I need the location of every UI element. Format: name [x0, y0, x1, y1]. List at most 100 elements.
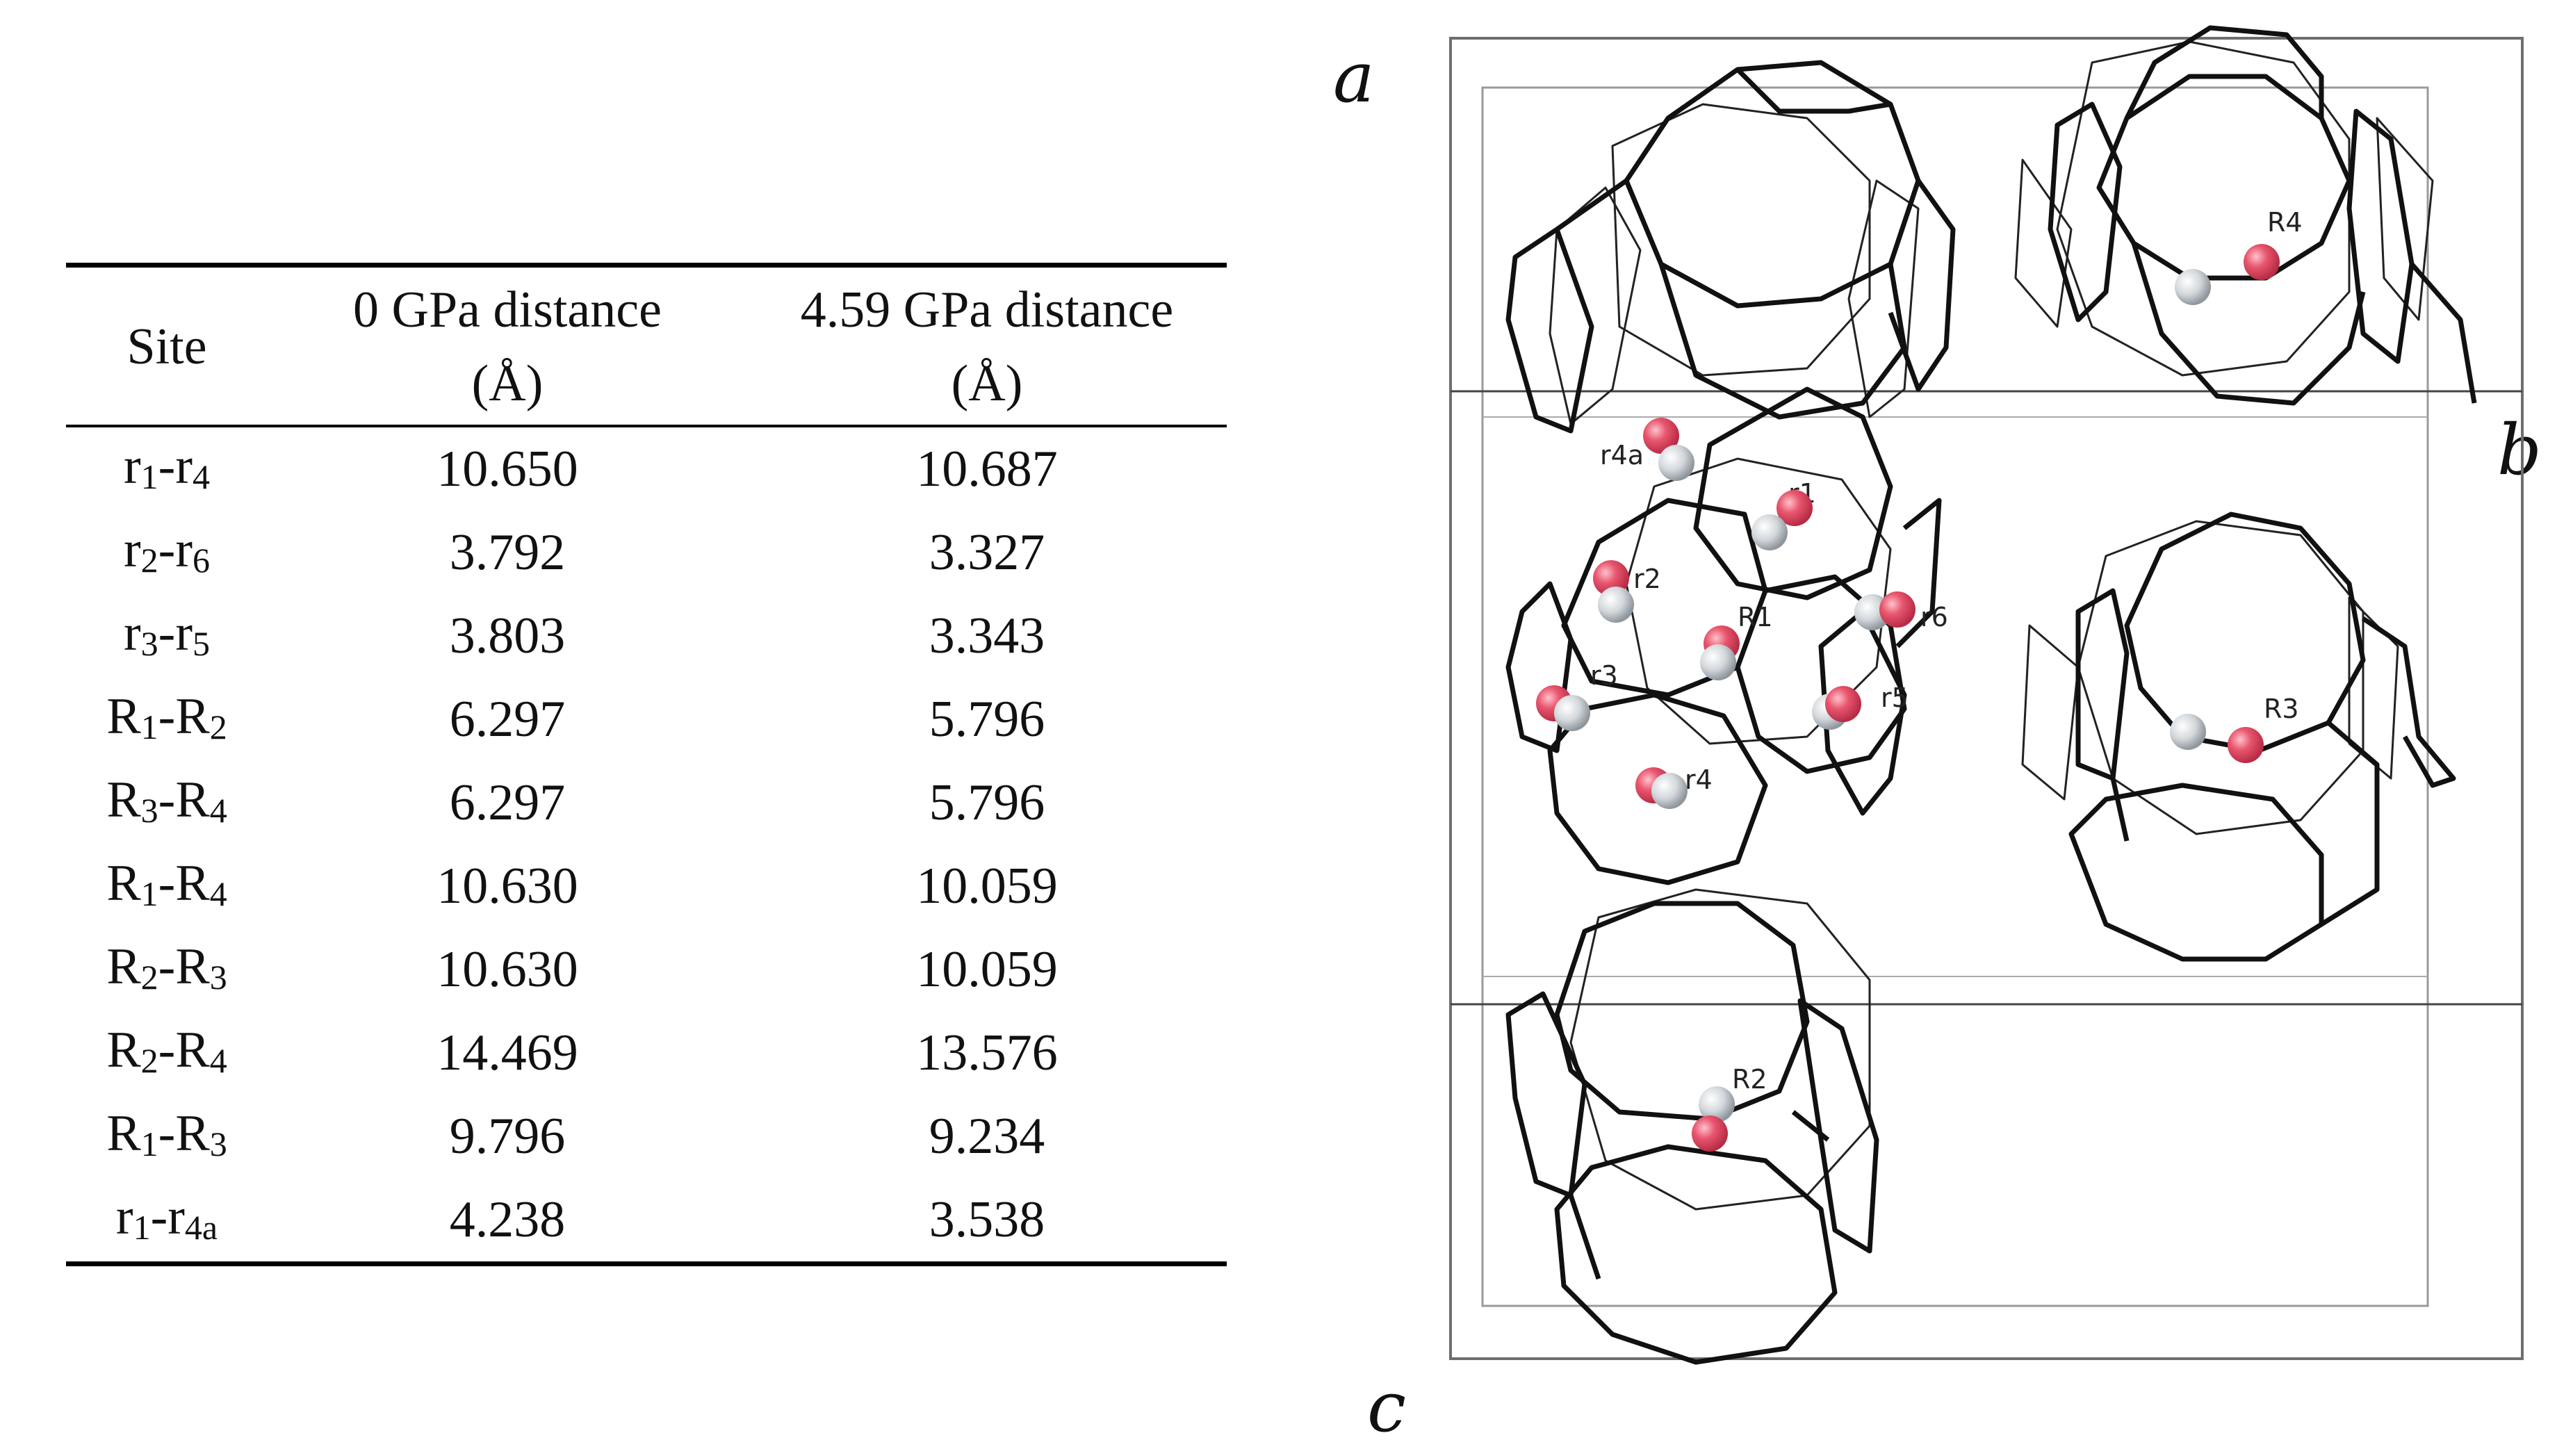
cell-site: R1-R4 [66, 844, 268, 928]
site-b-sub: 4a [184, 1208, 218, 1247]
molecule-R1 [1700, 625, 1740, 680]
cell-site: R2-R4 [66, 1011, 268, 1095]
site-b-sub: 6 [192, 541, 210, 580]
cell-459gpa: 9.234 [929, 1107, 1045, 1165]
site-b-sub: 3 [209, 958, 227, 997]
site-sep: - [158, 938, 176, 995]
site-a-sub: 1 [140, 707, 158, 746]
header-459gpa: 4.59 GPa distance (Å) [747, 265, 1227, 427]
site-sep: - [158, 605, 176, 662]
cell-459gpa: 3.343 [929, 607, 1045, 664]
label-R3: R3 [2264, 694, 2299, 724]
table-row: R2-R3 10.630 10.059 [66, 928, 1227, 1011]
site-a-sub: 2 [140, 1041, 158, 1080]
table-row: R3-R4 6.297 5.796 [66, 761, 1227, 844]
site-a: r [115, 1188, 133, 1245]
label-r4: r4 [1685, 764, 1713, 795]
site-labels: R4 r4a r1 r2 R1 r6 r3 r5 R3 r4 R2 [1590, 207, 2303, 1095]
site-b: R [175, 688, 210, 745]
header-459gpa-line2: (Å) [951, 355, 1023, 412]
cell-459gpa: 13.576 [916, 1024, 1058, 1081]
site-a: R [106, 688, 141, 745]
unit-cell-frame [1449, 37, 2524, 1360]
cell-site: R2-R3 [66, 928, 268, 1011]
site-a: r [124, 521, 141, 578]
site-b-sub: 4 [192, 457, 210, 496]
molecule-r3 [1536, 685, 1590, 731]
cell-459gpa: 5.796 [929, 690, 1045, 748]
label-r6: r6 [1920, 602, 1948, 632]
axis-label-c: c [1367, 1366, 1407, 1448]
site-b: R [175, 1105, 210, 1162]
site-a-sub: 1 [133, 1208, 151, 1247]
cell-0gpa: 6.297 [449, 690, 566, 748]
site-a: R [106, 855, 141, 912]
label-r3: r3 [1590, 660, 1618, 691]
site-a-sub: 3 [140, 791, 158, 830]
table-row: R1-R2 6.297 5.796 [66, 678, 1227, 761]
molecule-r5 [1812, 686, 1861, 730]
site-b: R [175, 855, 210, 912]
site-a: r [124, 605, 141, 662]
site-sep: - [158, 1105, 176, 1162]
site-a: R [106, 1022, 141, 1079]
label-R1: R1 [1738, 602, 1773, 632]
site-b-sub: 3 [209, 1124, 227, 1163]
site-b: r [168, 1188, 185, 1245]
cell-site: R3-R4 [66, 761, 268, 844]
site-a-sub: 1 [140, 874, 158, 913]
site-sep: - [150, 1188, 168, 1245]
cell-0gpa: 14.469 [436, 1024, 578, 1081]
label-R4: R4 [2267, 207, 2303, 238]
axis-label-a: a [1333, 37, 1375, 118]
site-b: R [175, 938, 210, 995]
cell-459gpa: 3.327 [929, 523, 1045, 581]
site-sep: - [158, 438, 176, 495]
site-a: R [106, 938, 141, 995]
table-row: R1-R3 9.796 9.234 [66, 1095, 1227, 1178]
site-sep: - [158, 1022, 176, 1079]
header-0gpa-line2: (Å) [471, 355, 544, 412]
cell-459gpa: 10.687 [916, 440, 1058, 498]
site-a-sub: 1 [140, 1124, 158, 1163]
cell-459gpa: 3.538 [929, 1191, 1045, 1248]
cell-0gpa: 3.803 [449, 607, 566, 664]
cell-0gpa: 4.238 [449, 1191, 566, 1248]
cell-site: r2-r6 [66, 511, 268, 594]
cell-0gpa: 6.297 [449, 774, 566, 831]
site-sep: - [158, 521, 176, 578]
table-row: r1-r4 10.650 10.687 [66, 426, 1227, 511]
site-b-sub: 5 [192, 624, 210, 663]
water-molecules [1536, 244, 2280, 1152]
cell-site: r1-r4 [66, 426, 268, 511]
site-sep: - [158, 688, 176, 745]
header-site: Site [126, 318, 207, 375]
site-a: R [106, 1105, 141, 1162]
label-R2: R2 [1732, 1064, 1767, 1095]
header-459gpa-line1: 4.59 GPa distance [800, 281, 1174, 338]
site-b: r [175, 521, 193, 578]
cell-459gpa: 5.796 [929, 774, 1045, 831]
header-0gpa-line1: 0 GPa distance [353, 281, 662, 338]
site-b: R [175, 1022, 210, 1079]
label-r4a: r4a [1600, 440, 1644, 471]
table-row: r1-r4a 4.238 3.538 [66, 1178, 1227, 1264]
site-a: R [106, 771, 141, 828]
cell-0gpa: 9.796 [449, 1107, 566, 1165]
site-b: r [175, 438, 193, 495]
table-header-row: Site 0 GPa distance (Å) 4.59 GPa distanc… [66, 265, 1227, 427]
table-row: R2-R4 14.469 13.576 [66, 1011, 1227, 1095]
molecule-r6 [1854, 591, 1916, 630]
table-row: r2-r6 3.792 3.327 [66, 511, 1227, 594]
cell-0gpa: 10.630 [436, 940, 578, 998]
axis-label-b: b [2497, 409, 2542, 491]
table-row: r3-r5 3.803 3.343 [66, 594, 1227, 678]
molecule-r4a [1643, 418, 1694, 481]
cell-site: r1-r4a [66, 1178, 268, 1264]
cell-0gpa: 10.630 [436, 857, 578, 915]
molecule-r1 [1751, 490, 1813, 550]
distance-table: Site 0 GPa distance (Å) 4.59 GPa distanc… [66, 263, 1227, 1266]
site-a-sub: 1 [140, 457, 158, 496]
